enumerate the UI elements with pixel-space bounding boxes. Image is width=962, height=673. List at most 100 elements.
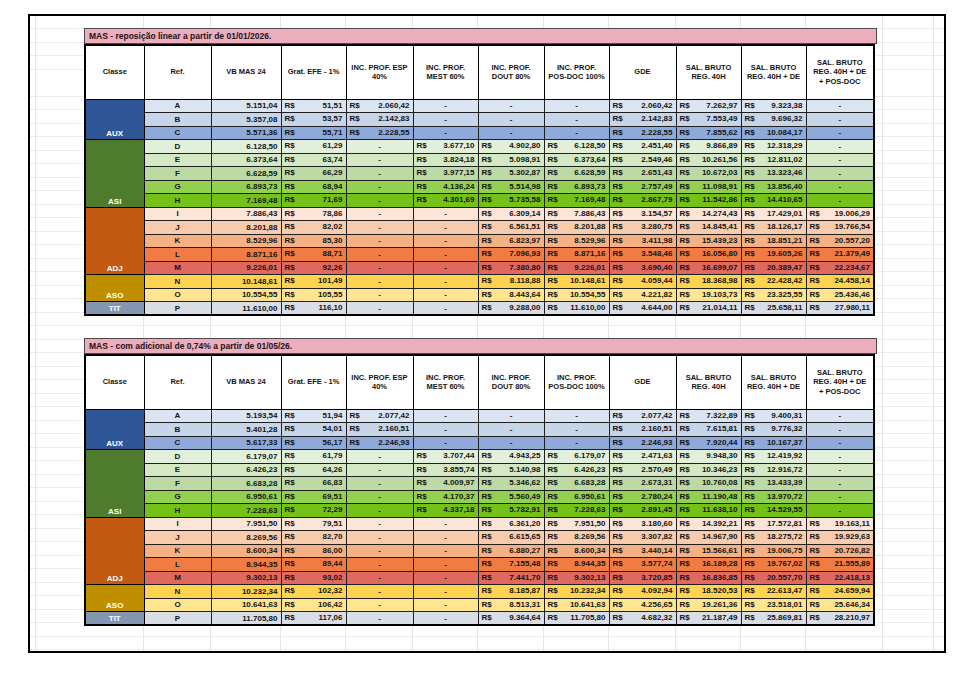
value-cell[interactable]: - [806,436,874,450]
ref-cell[interactable]: P [144,302,211,316]
value-cell[interactable]: R$5.140,98 [478,463,544,477]
column-header[interactable]: INC. PROF. DOUT 80% [478,45,544,99]
ref-cell[interactable]: O [144,288,211,302]
class-label-cell[interactable]: ASI [85,450,144,518]
vb-cell[interactable]: 8.269,56 [211,531,281,545]
value-cell[interactable]: R$9.226,01 [544,261,609,275]
value-cell[interactable]: - [806,167,874,181]
value-cell[interactable]: R$5.302,87 [478,167,544,181]
value-cell[interactable]: - [413,517,478,531]
value-cell[interactable]: R$8.513,31 [478,598,544,612]
value-cell[interactable]: R$2.549,46 [609,153,676,167]
value-cell[interactable]: R$9.288,00 [478,302,544,316]
value-cell[interactable]: R$6.128,50 [544,140,609,154]
value-cell[interactable]: - [413,261,478,275]
value-cell[interactable]: R$8.185,87 [478,585,544,599]
value-cell[interactable]: R$56,17 [281,436,346,450]
value-cell[interactable]: R$8.944,35 [544,558,609,572]
column-header[interactable]: INC. PROF. ESP 40% [346,355,413,409]
value-cell[interactable]: R$6.950,61 [544,490,609,504]
value-cell[interactable]: R$4.170,37 [413,490,478,504]
value-cell[interactable]: R$9.866,89 [676,140,741,154]
value-cell[interactable]: R$5.346,62 [478,477,544,491]
value-cell[interactable]: R$2.246,93 [346,436,413,450]
value-cell[interactable]: R$21.187,49 [676,612,741,626]
value-cell[interactable]: - [806,126,874,140]
value-cell[interactable]: R$19.006,75 [741,544,806,558]
value-cell[interactable]: R$11.098,91 [676,180,741,194]
value-cell[interactable]: R$63,74 [281,153,346,167]
value-cell[interactable]: - [806,463,874,477]
value-cell[interactable]: R$7.262,97 [676,99,741,113]
value-cell[interactable]: - [806,194,874,208]
class-label-cell[interactable]: TIT [85,302,144,316]
value-cell[interactable]: R$68,94 [281,180,346,194]
value-cell[interactable]: R$13.433,39 [741,477,806,491]
vb-cell[interactable]: 9.226,01 [211,261,281,275]
value-cell[interactable]: - [806,477,874,491]
value-cell[interactable]: R$6.628,59 [544,167,609,181]
value-cell[interactable]: R$3.548,46 [609,248,676,262]
value-cell[interactable]: R$13.323,46 [741,167,806,181]
value-cell[interactable]: R$6.683,28 [544,477,609,491]
value-cell[interactable]: - [346,194,413,208]
value-cell[interactable]: R$6.880,27 [478,544,544,558]
value-cell[interactable]: R$64,26 [281,463,346,477]
value-cell[interactable]: R$82,70 [281,531,346,545]
value-cell[interactable]: R$14.392,21 [676,517,741,531]
vb-cell[interactable]: 5.617,33 [211,436,281,450]
column-header[interactable]: INC. PROF. DOUT 80% [478,355,544,409]
value-cell[interactable]: R$7.380,80 [478,261,544,275]
column-header[interactable]: SAL. BRUTO REG. 40H [676,355,741,409]
value-cell[interactable]: - [346,180,413,194]
value-cell[interactable]: R$18.275,72 [741,531,806,545]
value-cell[interactable]: R$8.201,88 [544,221,609,235]
value-cell[interactable]: - [346,140,413,154]
vb-cell[interactable]: 6.426,23 [211,463,281,477]
value-cell[interactable]: R$20.557,20 [806,234,874,248]
value-cell[interactable]: R$55,71 [281,126,346,140]
value-cell[interactable]: R$2.077,42 [609,409,676,423]
value-cell[interactable]: R$72,29 [281,504,346,518]
value-cell[interactable]: R$24.458,14 [806,275,874,289]
value-cell[interactable]: R$2.570,49 [609,463,676,477]
value-cell[interactable]: - [478,126,544,140]
value-cell[interactable]: R$17.429,01 [741,207,806,221]
value-cell[interactable]: R$27.980,11 [806,302,874,316]
value-cell[interactable]: - [346,544,413,558]
ref-cell[interactable]: B [144,423,211,437]
value-cell[interactable]: - [806,423,874,437]
class-label-cell[interactable]: ASO [85,585,144,612]
value-cell[interactable]: R$9.776,32 [741,423,806,437]
value-cell[interactable]: - [806,180,874,194]
ref-cell[interactable]: A [144,99,211,113]
value-cell[interactable]: R$2.060,42 [609,99,676,113]
value-cell[interactable]: R$7.920,44 [676,436,741,450]
value-cell[interactable]: R$6.361,20 [478,517,544,531]
value-cell[interactable]: R$28.210,97 [806,612,874,626]
value-cell[interactable]: R$24.659,94 [806,585,874,599]
value-cell[interactable]: R$10.167,37 [741,436,806,450]
value-cell[interactable]: R$4.682,32 [609,612,676,626]
value-cell[interactable]: - [413,113,478,127]
value-cell[interactable]: R$3.307,82 [609,531,676,545]
value-cell[interactable]: - [413,423,478,437]
value-cell[interactable]: R$7.169,48 [544,194,609,208]
value-cell[interactable]: R$9.400,31 [741,409,806,423]
value-cell[interactable]: - [346,234,413,248]
value-cell[interactable]: R$61,29 [281,140,346,154]
value-cell[interactable]: R$14.845,41 [676,221,741,235]
value-cell[interactable]: R$14.967,90 [676,531,741,545]
value-cell[interactable]: R$106,42 [281,598,346,612]
value-cell[interactable]: R$10.760,08 [676,477,741,491]
value-cell[interactable]: R$10.148,61 [544,275,609,289]
value-cell[interactable]: R$5.782,91 [478,504,544,518]
value-cell[interactable]: - [806,504,874,518]
class-label-cell[interactable]: AUX [85,99,144,140]
value-cell[interactable]: R$18.368,98 [676,275,741,289]
value-cell[interactable]: R$3.690,40 [609,261,676,275]
value-cell[interactable]: - [413,558,478,572]
value-cell[interactable]: R$6.893,73 [544,180,609,194]
value-cell[interactable]: - [346,302,413,316]
value-cell[interactable]: R$2.651,43 [609,167,676,181]
